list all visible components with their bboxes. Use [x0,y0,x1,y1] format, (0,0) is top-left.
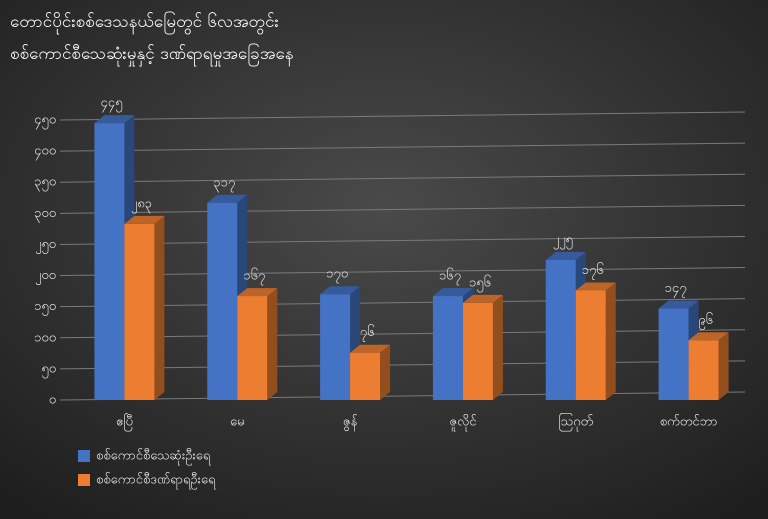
bar-top [350,344,391,353]
bar [320,294,351,400]
y-tick-label: ၁၀၀ [34,330,56,345]
bar [462,302,493,400]
bar-top [207,194,248,203]
grid-line [59,173,746,183]
data-label: ၁၆၇ [439,268,461,286]
grid-line [59,360,746,370]
data-label: ၁၅၆ [469,274,491,292]
bar [575,290,606,400]
bar [207,202,238,400]
bar-top [688,332,729,341]
data-label: ၇၆ [360,324,375,342]
bar-top [124,215,165,224]
grid-line [59,391,746,401]
bar [94,123,125,400]
x-tick-label: သြဂုတ် [558,413,593,432]
y-tick-label: ၃၅၀ [34,175,56,192]
y-tick-label: ၂၅၀ [35,237,56,254]
bar-side [605,282,616,400]
bar [350,352,381,400]
data-label: ၁၇၀ [326,267,348,284]
y-tick-label: ၁၅၀ [34,299,56,316]
data-label: ၄၄၅ [100,96,122,113]
y-tick-label: ၂၀၀ [35,268,56,285]
grid-line [59,111,746,121]
data-label: ၃၁၇ [213,175,235,192]
bar-side [718,332,729,400]
chart-title: တောင်ပိုင်းစစ်ဒေသနယ်မြေတွင် ၆လအတွင်း [10,10,279,35]
legend-label: စစ်ကောင်စီသေဆုံးဦးရေ [96,448,211,466]
x-tick-label: ဧပြီ [116,414,133,432]
y-tick-label: ၅၀ [41,361,56,378]
bar [658,308,689,400]
x-tick-label: မေ [230,415,245,430]
legend-label: စစ်ကောင်စီဒဏ်ရာရဦးရေ [96,472,216,490]
data-label: ၂၈၃ [131,196,152,213]
data-label: ၁၇၆ [582,262,604,280]
grid-line [59,142,746,152]
x-tick-label: စက်တင်ဘာ [660,414,718,430]
bar-top [237,288,278,297]
y-tick-label: ၃၀၀ [34,206,56,223]
grid-line [59,298,746,308]
grid-line [59,267,746,277]
grid-line [59,329,746,339]
bar-top [545,252,586,260]
legend-swatch [78,450,90,462]
data-label: ၁၄၇ [665,281,687,298]
bar-side [380,344,391,400]
y-tick-label: ၀ [49,393,56,408]
bar [688,340,719,400]
chart-title: စစ်ကောင်စီသေဆုံးမှုနှင့် ဒဏ်ရာရမှုအခြေအန… [10,42,294,67]
bar [124,223,155,400]
bar [237,296,268,400]
data-label: ၉၆ [698,312,713,330]
bar-top [462,294,503,303]
data-label: ၁၆၇ [243,268,265,286]
x-tick-label: ဇူလိုင် [449,414,477,432]
grid-line [59,235,746,245]
bar-side [267,288,278,400]
bar-top [432,288,473,297]
data-label: ၂၂၅ [553,233,573,250]
bar-top [94,115,135,124]
bar-top [658,300,699,309]
y-tick-label: ၄၅၀ [34,113,56,130]
bar [545,260,576,400]
bar-top [575,282,616,291]
bar-side [492,294,503,400]
bar-side [154,215,165,400]
y-tick-label: ၄၀၀ [34,144,56,161]
x-tick-label: ဇွန် [343,414,358,432]
grid-line [59,204,746,214]
legend-swatch [78,474,90,486]
bar-top [320,286,361,295]
bar [432,296,463,400]
